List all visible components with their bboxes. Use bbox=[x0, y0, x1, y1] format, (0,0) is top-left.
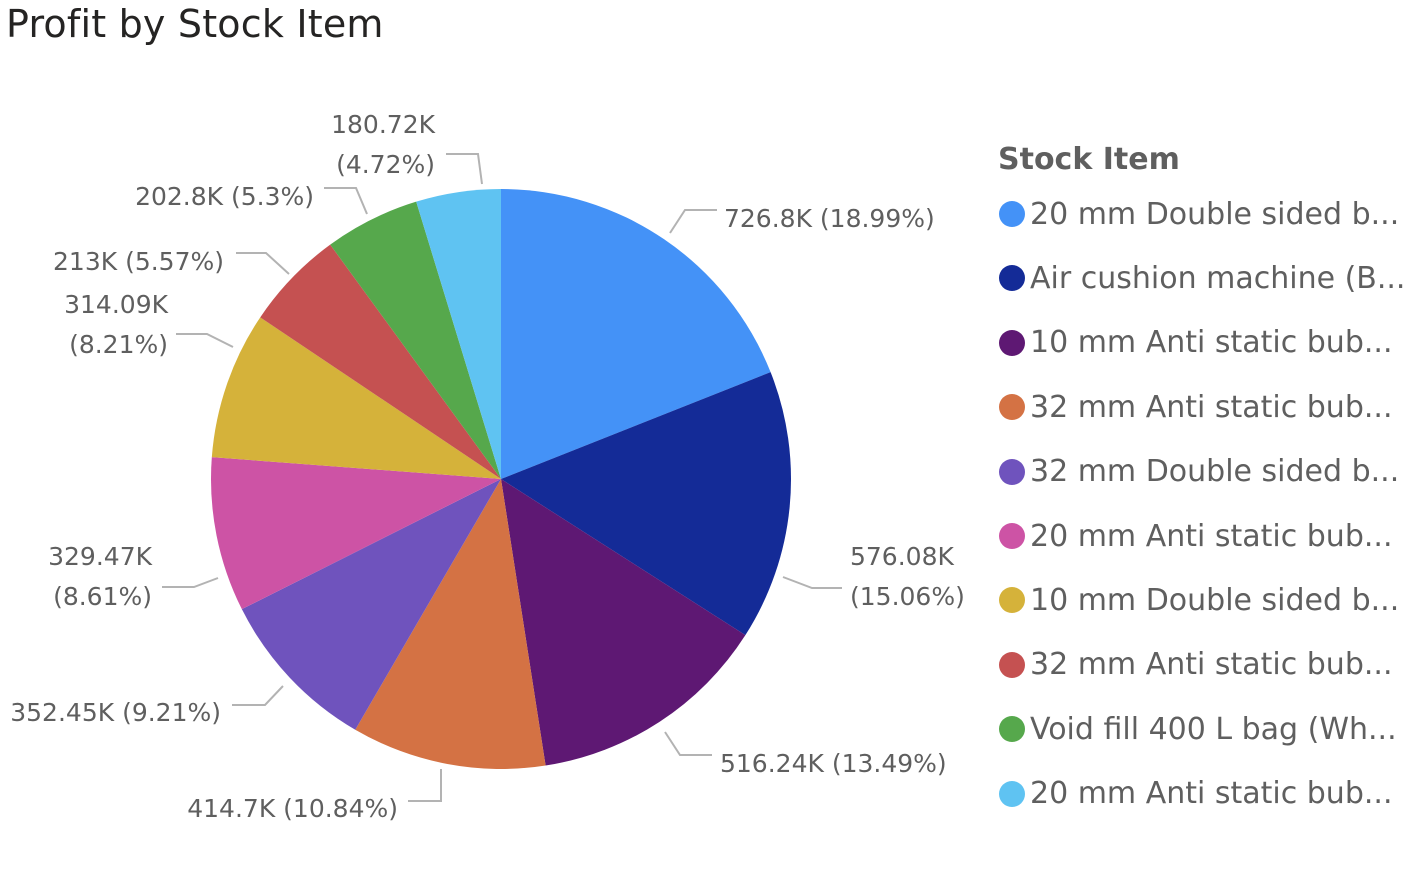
leader-line bbox=[782, 576, 842, 589]
leader-line bbox=[446, 153, 483, 185]
legend-swatch bbox=[999, 587, 1025, 614]
leader-line bbox=[232, 685, 284, 706]
pie-slices bbox=[210, 189, 791, 769]
legend-item[interactable]: 20 mm Double sided b... bbox=[998, 194, 1399, 234]
pie-slice[interactable] bbox=[210, 457, 501, 610]
legend-label: 10 mm Double sided b... bbox=[1030, 582, 1400, 618]
slice-label: 516.24K (13.49%) bbox=[720, 749, 947, 778]
legend-title: Stock Item bbox=[998, 142, 1180, 177]
legend-item[interactable]: Void fill 400 L bag (Wh... bbox=[998, 709, 1397, 749]
legend-item[interactable]: Air cushion machine (B... bbox=[998, 258, 1405, 298]
legend-swatch bbox=[999, 394, 1025, 421]
slice-label: 576.08K (15.06%) bbox=[850, 542, 965, 611]
legend-swatch bbox=[999, 780, 1025, 807]
legend-label: 20 mm Anti static bub... bbox=[1030, 518, 1393, 554]
chart-title: Profit by Stock Item bbox=[6, 2, 384, 46]
pie-slice[interactable] bbox=[501, 479, 746, 766]
legend-swatch bbox=[999, 458, 1025, 485]
legend-label: Air cushion machine (B... bbox=[1030, 260, 1406, 296]
leader-line bbox=[236, 252, 290, 275]
slice-label: 314.09K (8.21%) bbox=[64, 290, 168, 359]
pie-slice[interactable] bbox=[416, 189, 501, 479]
slice-label: 213K (5.57%) bbox=[53, 247, 224, 276]
legend-swatch bbox=[999, 201, 1025, 227]
legend-item[interactable]: 32 mm Double sided b... bbox=[998, 452, 1399, 492]
legend-item[interactable]: 32 mm Anti static bub... bbox=[998, 645, 1392, 685]
slice-labels: 726.8K (18.99%) 576.08K (15.06%) 516.24K (1… bbox=[10, 110, 965, 823]
legend-label: 20 mm Anti static bub... bbox=[1030, 776, 1393, 812]
slice-label: 414.7K (10.84%) bbox=[187, 794, 398, 823]
legend-label: 32 mm Anti static bub... bbox=[1030, 389, 1393, 425]
pie-chart: 726.8K (18.99%) 576.08K (15.06%) 516.24K (1… bbox=[10, 110, 965, 823]
slice-label: 202.8K (5.3%) bbox=[135, 182, 314, 211]
legend-item[interactable]: 20 mm Anti static bub... bbox=[998, 516, 1392, 556]
legend-swatch bbox=[999, 716, 1025, 743]
leader-line bbox=[176, 333, 234, 348]
legend: Stock Item 20 mm Double sided b... Air cu… bbox=[998, 140, 1405, 811]
legend-label: 10 mm Anti static bub... bbox=[1030, 325, 1393, 361]
pie-slice[interactable] bbox=[355, 479, 546, 769]
legend-item[interactable]: 20 mm Anti static bub... bbox=[998, 774, 1392, 814]
legend-swatch bbox=[999, 265, 1025, 292]
slice-label: 726.8K (18.99%) bbox=[724, 204, 935, 233]
pie-slice[interactable] bbox=[501, 189, 771, 479]
slice-label: 180.72K (4.72%) bbox=[331, 110, 435, 179]
leader-line bbox=[408, 769, 442, 802]
leader-line bbox=[324, 187, 368, 215]
legend-label: 20 mm Double sided b... bbox=[1030, 196, 1400, 232]
legend-swatch bbox=[999, 329, 1025, 356]
legend-label: Void fill 400 L bag (Wh... bbox=[1030, 711, 1397, 747]
pie-slice[interactable] bbox=[211, 317, 502, 479]
slice-label: 352.45K (9.21%) bbox=[10, 698, 221, 727]
pie-slice[interactable] bbox=[260, 244, 501, 479]
legend-label: 32 mm Anti static bub... bbox=[1030, 647, 1393, 683]
pie-slice[interactable] bbox=[241, 479, 501, 730]
pie-slice[interactable] bbox=[501, 372, 791, 636]
pie-slice[interactable] bbox=[330, 201, 501, 480]
legend-label: 32 mm Double sided b... bbox=[1030, 454, 1400, 490]
leader-lines bbox=[162, 153, 842, 802]
leader-line bbox=[162, 577, 219, 588]
legend-swatch bbox=[999, 523, 1025, 549]
legend-item[interactable]: 10 mm Anti static bub... bbox=[998, 323, 1392, 363]
legend-swatch bbox=[999, 651, 1025, 678]
legend-item[interactable]: 10 mm Double sided b... bbox=[998, 580, 1399, 620]
leader-line bbox=[669, 209, 717, 234]
leader-line bbox=[664, 731, 712, 756]
legend-item[interactable]: 32 mm Anti static bub... bbox=[998, 387, 1392, 427]
slice-label: 329.47K (8.61%) bbox=[48, 542, 152, 611]
